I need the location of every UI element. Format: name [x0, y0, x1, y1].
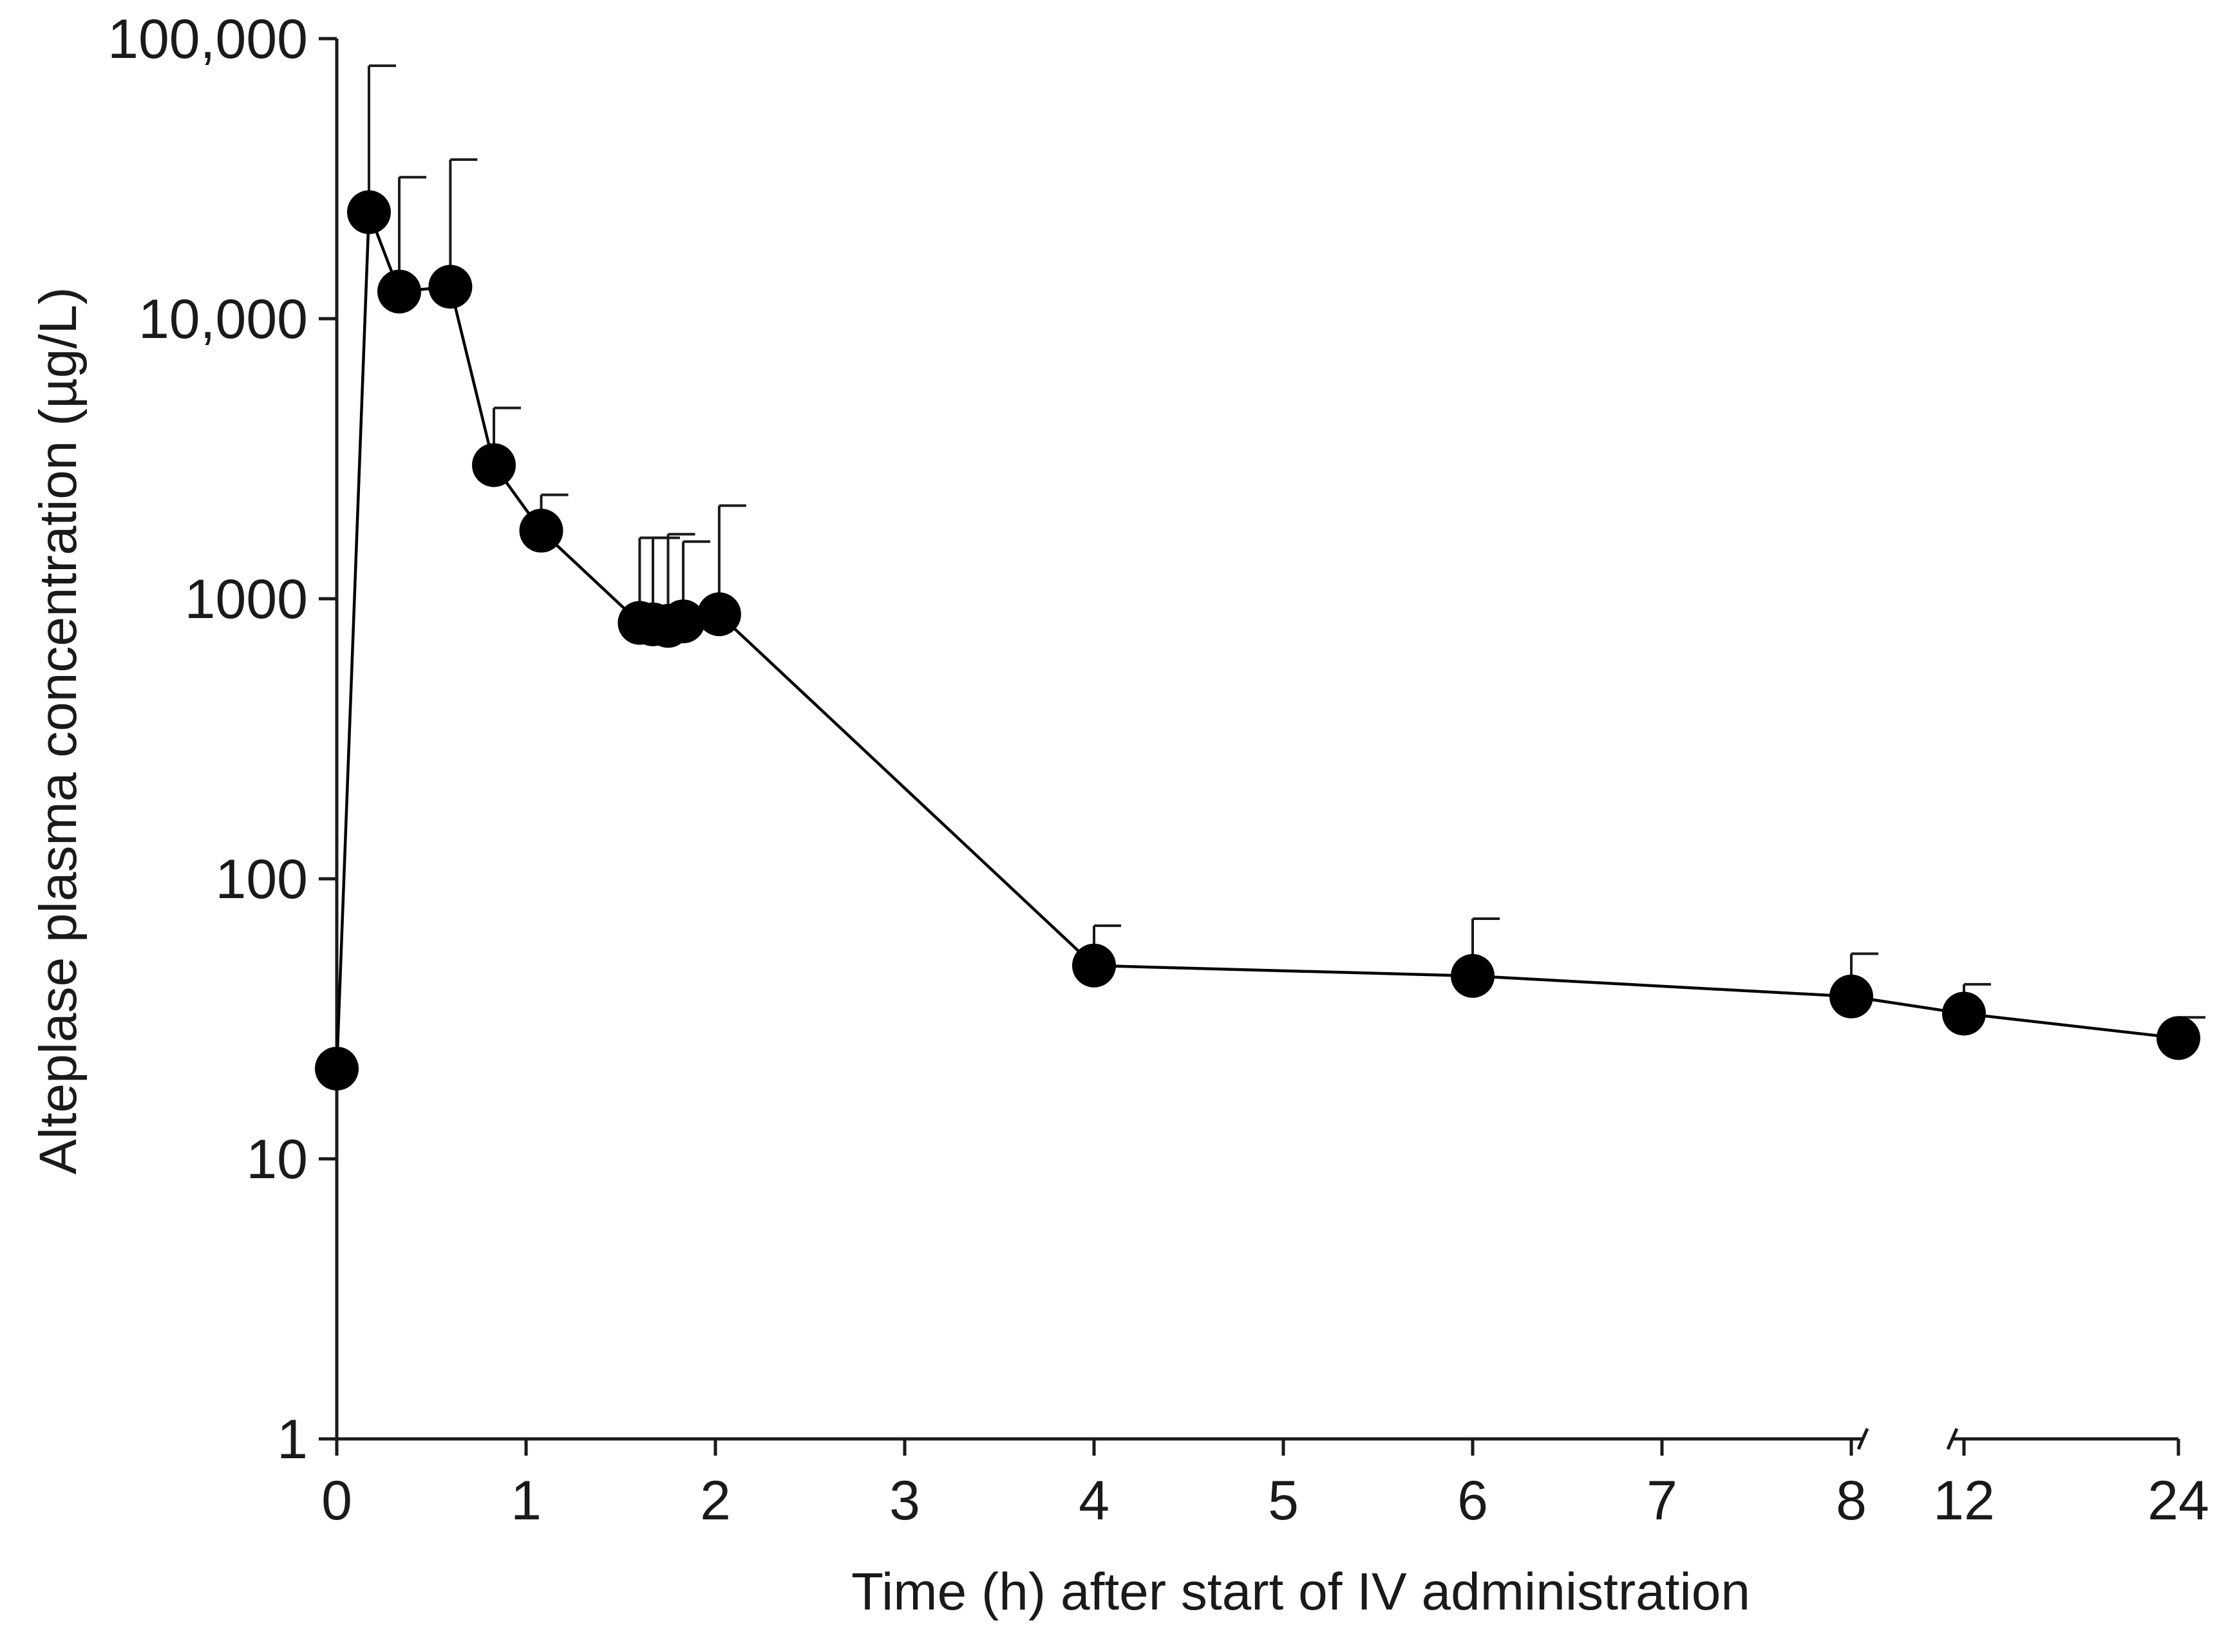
data-point [661, 599, 706, 644]
y-tick-label: 100,000 [108, 8, 308, 70]
error-bars [367, 64, 2205, 1038]
x-tick-label: 5 [1268, 1470, 1299, 1532]
data-point [377, 269, 422, 314]
x-axis-break-marks [1856, 1427, 1959, 1450]
x-axis-ticks: 0 1 2 3 4 5 6 7 8 12 24 [321, 1439, 2209, 1532]
x-tick-label: 12 [1933, 1470, 1995, 1532]
x-tick-label: 6 [1457, 1470, 1488, 1532]
data-point [2157, 1016, 2200, 1060]
y-tick-label: 100 [216, 849, 308, 910]
y-tick-label: 1 [277, 1409, 308, 1470]
series-line [335, 211, 2179, 1069]
x-tick-label: 3 [889, 1470, 920, 1532]
x-tick-label: 4 [1079, 1470, 1109, 1532]
axis-break-mark-2 [1946, 1427, 1959, 1450]
data-point [1451, 953, 1495, 998]
y-axis-ticks: 1 10 100 1000 10,000 100,000 [108, 8, 337, 1470]
x-axis-title: Time (h) after start of IV administratio… [851, 1563, 1750, 1621]
y-tick-label: 10,000 [138, 288, 308, 350]
data-point [315, 1046, 359, 1091]
data-point [519, 509, 563, 553]
x-tick-label: 7 [1647, 1470, 1677, 1532]
x-tick-label: 8 [1836, 1470, 1867, 1532]
y-tick-label: 10 [246, 1129, 308, 1190]
data-point [697, 592, 741, 637]
x-tick-label: 2 [700, 1470, 731, 1532]
data-points [315, 190, 2200, 1091]
x-tick-label: 0 [321, 1470, 352, 1532]
data-point [346, 190, 391, 234]
y-tick-label: 1000 [185, 568, 308, 630]
x-tick-label: 24 [2147, 1470, 2209, 1532]
data-point [1072, 943, 1116, 988]
y-axis-title: Alteplase plasma concentration (µg/L) [29, 287, 88, 1174]
axis-break-mark-1 [1856, 1427, 1869, 1450]
x-tick-label: 1 [511, 1470, 542, 1532]
data-point [428, 265, 473, 309]
data-point [1942, 991, 1986, 1036]
data-point [472, 443, 516, 487]
data-point [1829, 974, 1873, 1018]
